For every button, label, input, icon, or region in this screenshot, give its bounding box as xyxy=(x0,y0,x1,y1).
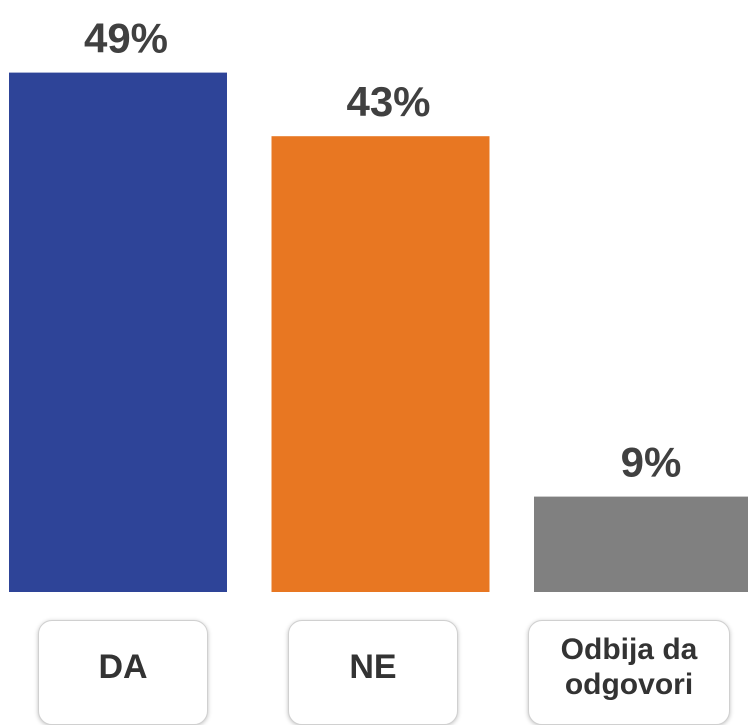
category-label: NE xyxy=(288,620,458,725)
category-label: DA xyxy=(38,620,208,725)
bar xyxy=(271,136,490,592)
value-label: 43% xyxy=(346,78,430,125)
value-label: 9% xyxy=(621,439,682,486)
value-label: 49% xyxy=(84,15,168,62)
bar xyxy=(534,496,748,592)
category-label: Odbija da odgovori xyxy=(528,620,730,725)
bar xyxy=(9,72,227,593)
